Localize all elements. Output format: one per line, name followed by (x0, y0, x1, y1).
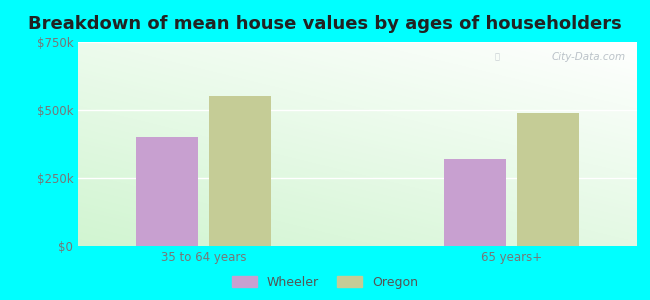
Bar (444, 159, 506, 246)
Bar (517, 113, 579, 246)
Text: Breakdown of mean house values by ages of householders: Breakdown of mean house values by ages o… (28, 15, 622, 33)
Bar (136, 137, 198, 246)
Bar (209, 96, 271, 246)
Text: 🔍: 🔍 (495, 52, 500, 61)
Text: City-Data.com: City-Data.com (552, 52, 626, 62)
Legend: Wheeler, Oregon: Wheeler, Oregon (227, 271, 423, 294)
